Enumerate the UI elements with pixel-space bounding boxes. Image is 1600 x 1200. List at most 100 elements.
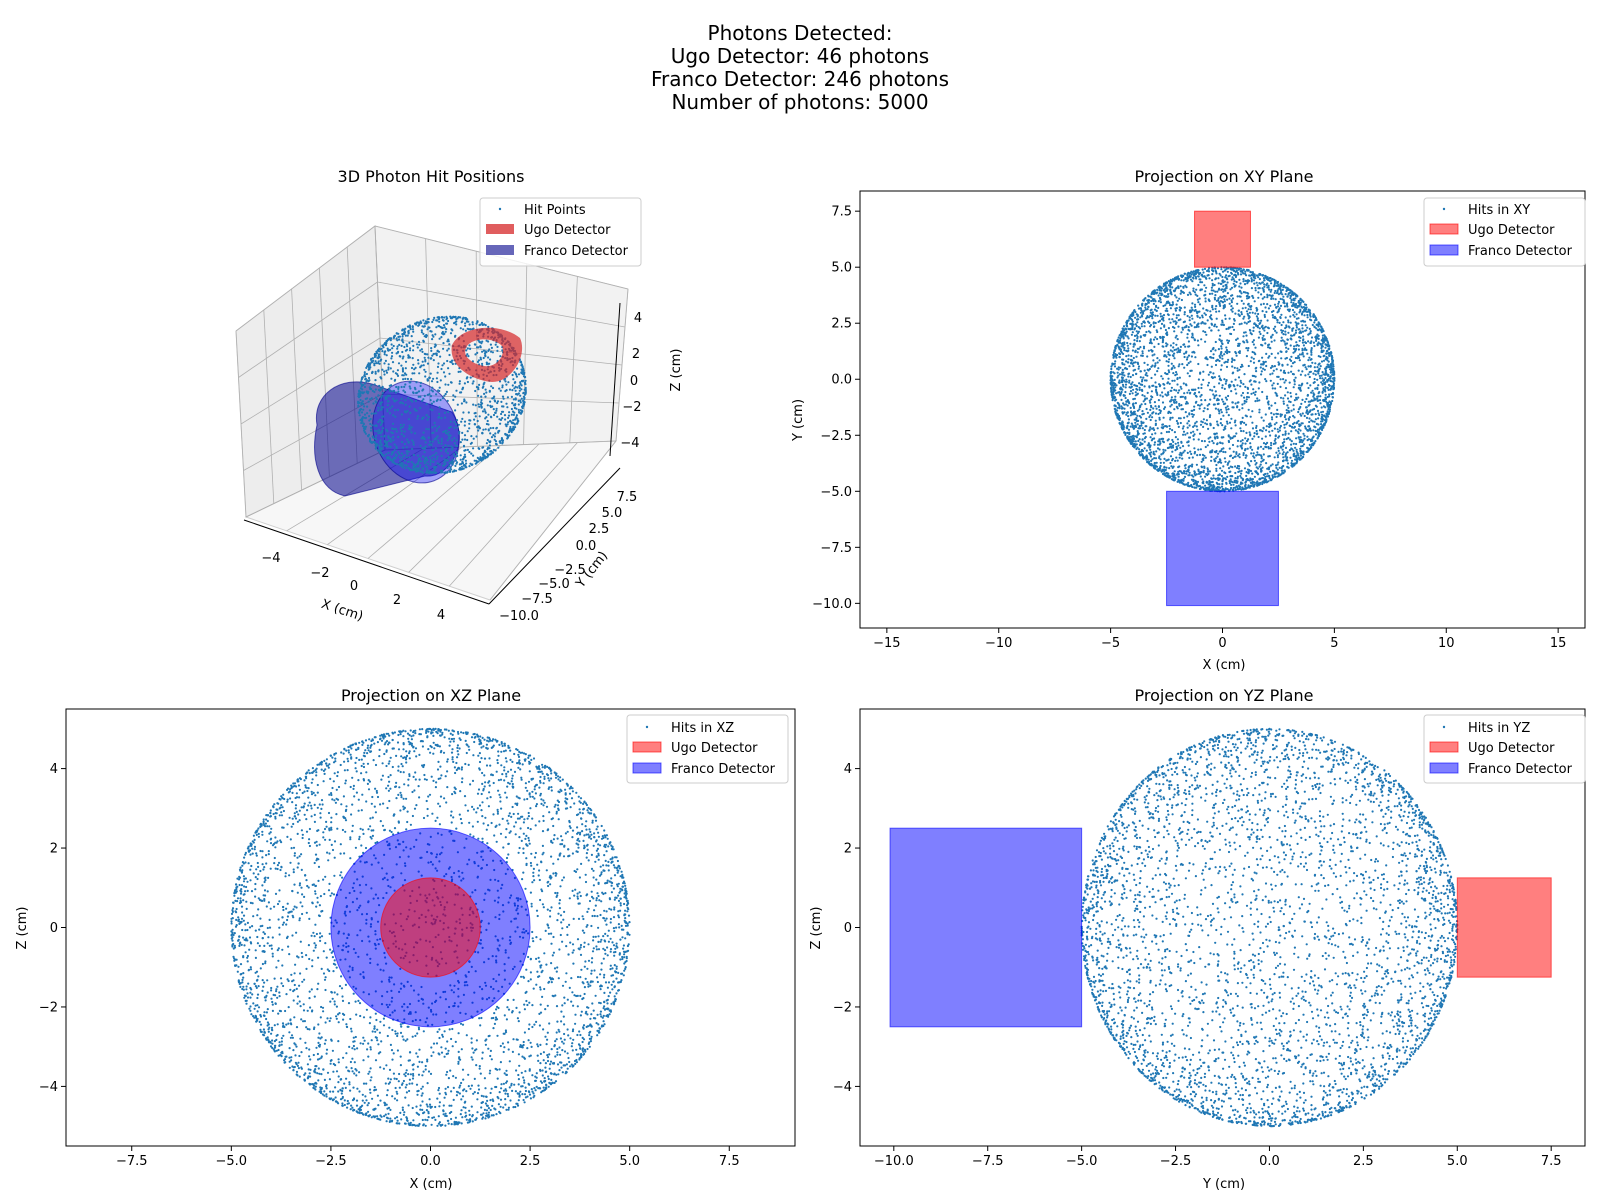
hit-point [1167, 293, 1170, 296]
hit-point [423, 368, 426, 371]
hit-point [454, 423, 458, 426]
hit-point [508, 388, 512, 391]
hit-point [1223, 477, 1227, 480]
hit-point [1316, 323, 1319, 326]
hit-point [1254, 289, 1257, 292]
hit-point [1306, 435, 1309, 438]
hit-point [402, 389, 405, 392]
hit-point [388, 412, 392, 415]
hit-point [442, 324, 446, 327]
hit-point [477, 403, 480, 406]
hit-point [1239, 474, 1242, 478]
hit-point [395, 430, 398, 433]
hit-point [1200, 338, 1203, 341]
hit-point [1297, 410, 1300, 414]
hit-point [1269, 470, 1272, 473]
hit-point [431, 431, 434, 435]
hit-point [417, 462, 420, 465]
hit-point [1173, 398, 1177, 401]
hit-point [1306, 313, 1309, 317]
hit-point [381, 391, 384, 395]
hit-point [365, 372, 368, 376]
hit-point [1228, 350, 1231, 354]
hit-point [1268, 455, 1271, 458]
hit-point [1151, 396, 1154, 399]
hit-point [402, 435, 405, 438]
hit-point [1153, 462, 1156, 465]
hit-point [1164, 468, 1167, 472]
hit-point [1214, 477, 1217, 480]
hit-point [1130, 440, 1133, 443]
hit-point [1250, 356, 1253, 359]
hit-point [1295, 347, 1298, 351]
hit-point [422, 431, 425, 434]
hit-point [1156, 370, 1159, 373]
hit-point [1175, 401, 1178, 404]
hit-point [1256, 317, 1259, 320]
y-axis-line [488, 467, 621, 605]
hit-point [378, 445, 381, 449]
hit-point [1241, 439, 1244, 442]
hit-point [412, 441, 415, 444]
hit-point [524, 386, 527, 389]
hit-point [1132, 364, 1135, 368]
hit-point [1295, 326, 1298, 329]
hit-point [1229, 465, 1232, 468]
hit-point [1170, 280, 1174, 283]
hit-point [1177, 417, 1181, 420]
hit-point [1251, 410, 1254, 413]
hit-point [479, 358, 483, 361]
hit-point [1276, 428, 1279, 431]
hit-point [400, 397, 403, 400]
hit-point [460, 468, 463, 471]
hit-point [434, 333, 437, 336]
hit-point [1216, 477, 1219, 480]
hit-point [1225, 283, 1228, 286]
hit-point [1168, 354, 1171, 357]
hit-point [363, 426, 366, 429]
hit-point [1194, 422, 1197, 425]
hit-point [482, 383, 485, 386]
hit-point [1268, 288, 1271, 291]
hit-point [422, 398, 425, 401]
hit-point [1117, 374, 1120, 377]
hit-point [1244, 385, 1247, 388]
hit-point [513, 418, 517, 421]
hit-point [447, 340, 450, 343]
hit-point [1245, 310, 1249, 313]
hit-point [1250, 277, 1253, 280]
hit-point [1213, 323, 1217, 326]
hit-point [429, 440, 432, 443]
hit-point [1140, 424, 1143, 427]
hit-point [1126, 424, 1129, 427]
hit-point [1226, 475, 1229, 478]
hit-point [1235, 451, 1238, 454]
hit-point [504, 418, 507, 421]
hit-point [398, 463, 401, 466]
hit-point [422, 447, 425, 450]
hit-point [1159, 461, 1162, 464]
hit-point [437, 439, 440, 442]
hit-point [1294, 331, 1298, 334]
hit-point [1202, 425, 1205, 428]
hit-point [437, 362, 440, 365]
hit-point [423, 352, 426, 355]
hit-point [511, 389, 514, 392]
hit-point [377, 369, 380, 372]
hit-point [431, 320, 434, 324]
panel-3d-title: 3D Photon Hit Positions [338, 167, 525, 186]
hit-point [1302, 432, 1305, 435]
hit-point [463, 399, 466, 402]
hit-point [1187, 420, 1190, 423]
hit-point [1253, 432, 1256, 435]
hit-point [520, 361, 523, 364]
hit-point [381, 429, 384, 432]
hit-point [460, 420, 463, 423]
y-tick-label: −10.0 [499, 609, 539, 624]
hit-point [1166, 343, 1169, 346]
hit-point [404, 377, 407, 380]
hit-point [391, 422, 395, 425]
hit-point [1216, 482, 1219, 485]
hit-point [462, 316, 465, 319]
